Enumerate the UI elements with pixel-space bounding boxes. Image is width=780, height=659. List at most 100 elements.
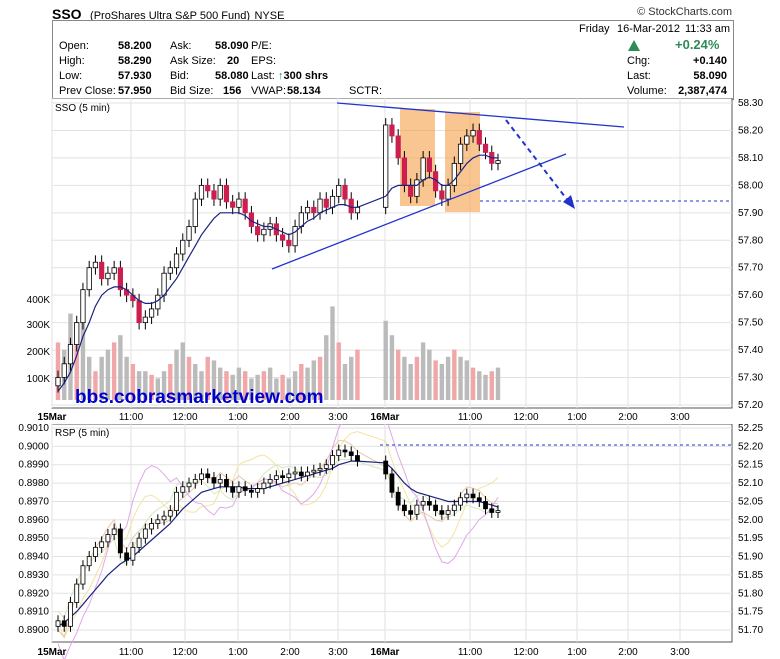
volume-bar: [99, 356, 104, 400]
volume-bar: [118, 335, 123, 400]
brand-label[interactable]: © StockCharts.com: [637, 6, 732, 18]
rsp-right-tick-label: 51.95: [738, 533, 763, 544]
volume-bar: [408, 364, 413, 400]
rsp-candle-body: [267, 479, 273, 484]
time-tick-label: 2:00: [618, 412, 638, 423]
rsp-candle-body: [298, 471, 304, 477]
rsp-candle-body: [476, 497, 482, 502]
volume-bar: [452, 349, 457, 400]
comparison-line: [57, 439, 499, 639]
time-tick-label: 12:00: [513, 647, 538, 658]
rsp-candle-body: [136, 537, 142, 548]
symbol-title: SSO: [52, 6, 82, 22]
candle-body: [414, 179, 420, 197]
rsp-candle-body: [458, 497, 463, 506]
candle-body: [61, 363, 67, 378]
rsp-tick-label: 0.9000: [18, 441, 49, 452]
chg-label: Chg:: [627, 55, 651, 67]
volume-bar: [389, 335, 395, 400]
volume-value: 2,387,474: [678, 85, 727, 97]
rsp-tick-label: 0.8980: [18, 478, 49, 489]
candle-body: [482, 143, 489, 153]
rsp-right-tick-label: 52.15: [738, 460, 763, 471]
price-tick-label: 58.10: [738, 153, 763, 164]
volume-tick-label: 400K: [27, 295, 51, 306]
lower-panel-label: RSP (5 min): [55, 428, 109, 439]
bid-label: Bid:: [170, 70, 189, 82]
volume-bar: [130, 364, 136, 400]
time-tick-label: 3:00: [670, 647, 690, 658]
time-tick-label: 11:00: [458, 412, 483, 423]
candle-body: [304, 206, 311, 214]
time-tick-label: 15Mar: [38, 412, 67, 423]
bid-value: 58.080: [215, 70, 249, 82]
time-label: 11:33 am: [685, 23, 731, 35]
rsp-right-tick-label: 51.70: [738, 625, 763, 636]
volume-bar: [193, 364, 198, 400]
rsp-candle-body: [426, 501, 432, 506]
price-tick-label: 57.70: [738, 263, 763, 274]
ask-size-value: 20: [227, 55, 240, 67]
rsp-candle-body: [451, 504, 457, 512]
candle-body: [336, 184, 342, 197]
rsp-tick-label: 0.8910: [18, 607, 49, 618]
open-value: 58.200: [118, 40, 152, 52]
candle-body: [286, 239, 292, 247]
volume-bar: [280, 374, 285, 400]
time-tick-label: 15Mar: [38, 647, 67, 658]
volume-bar: [470, 367, 476, 400]
rsp-candle-body: [124, 552, 130, 561]
volume-bar: [224, 371, 229, 400]
candle-body: [348, 198, 354, 214]
time-tick-label: 12:00: [172, 647, 197, 658]
candle-body: [55, 377, 61, 387]
candle-body: [255, 226, 261, 236]
rsp-candle-body: [199, 473, 204, 480]
candle-body: [74, 322, 80, 346]
candle-body: [217, 184, 223, 200]
time-tick-label: 1:00: [567, 647, 587, 658]
volume-bar: [155, 378, 161, 400]
volume-bar: [255, 374, 260, 400]
time-tick-label: 2:00: [280, 412, 300, 423]
rsp-tick-label: 0.8930: [18, 570, 49, 581]
rsp-candle-body: [217, 479, 223, 484]
volume-bar: [439, 364, 445, 400]
rsp-candle-body: [342, 449, 348, 453]
rsp-candle-body: [80, 565, 86, 585]
volume-bar: [211, 360, 217, 400]
volume-bar: [324, 335, 329, 400]
time-tick-label: 11:00: [458, 647, 483, 658]
sso-sma-line: [57, 154, 498, 392]
rsp-candle-body: [255, 488, 261, 493]
high-value: 58.290: [118, 55, 152, 67]
candle-body: [205, 184, 211, 192]
time-tick-label: 1:00: [228, 412, 248, 423]
arrowhead-icon: [563, 195, 575, 209]
time-tick-label: 2:00: [280, 647, 300, 658]
candle-body: [323, 198, 329, 208]
ask-size-label: Ask Size:: [170, 55, 216, 67]
rsp-tick-label: 0.8950: [18, 533, 49, 544]
price-tick-label: 57.90: [738, 208, 763, 219]
last-trade-label: Last:: [251, 70, 275, 82]
rsp-tick-label: 0.8990: [18, 460, 49, 471]
rsp-chart: RSP (5 min) 0.9010 0.9000 0.8990 0.8980 0.89…: [18, 424, 763, 659]
vwap-label: VWAP:: [251, 85, 287, 97]
rsp-candle-body: [142, 528, 148, 539]
rsp-candle-body: [348, 451, 354, 456]
rsp-candle-body: [483, 501, 488, 510]
volume-bar: [74, 335, 79, 400]
rsp-right-tick-label: 52.05: [738, 496, 763, 507]
rsp-candle-body: [93, 546, 98, 557]
price-tick-label: 58.30: [738, 98, 763, 109]
candle-body: [236, 198, 242, 208]
volume-bar: [267, 367, 273, 400]
rsp-candle-body: [445, 510, 451, 515]
volume-bar: [458, 356, 463, 400]
volume-bar: [274, 378, 279, 400]
rsp-right-tick-label: 51.75: [738, 607, 763, 618]
ask-label: Ask:: [170, 40, 192, 52]
volume-bar: [483, 374, 488, 400]
chart-header: SSO (ProShares Ultra S&P 500 Fund) NYSE: [52, 6, 732, 22]
